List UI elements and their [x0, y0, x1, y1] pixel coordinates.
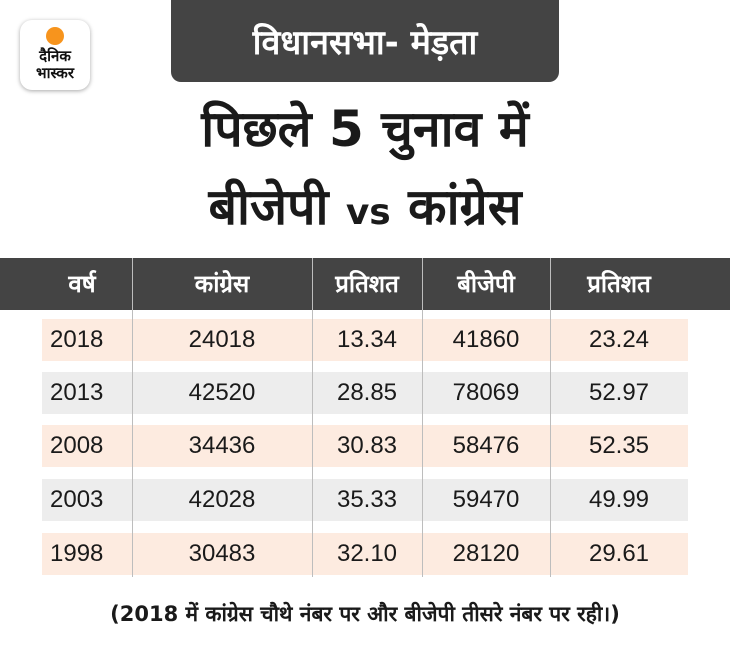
- column-divider: [312, 258, 313, 577]
- cell-year: 2013: [50, 379, 104, 406]
- header-congress: कांग्रेस: [194, 270, 250, 298]
- cell-congress-percent: 13.34: [336, 326, 398, 353]
- header-year: वर्ष: [68, 270, 96, 298]
- cell-congress-percent: 28.85: [336, 379, 398, 406]
- column-divider: [422, 258, 423, 577]
- cell-bjp-percent: 52.97: [588, 379, 650, 406]
- cell-bjp-votes: 78069: [452, 379, 520, 406]
- headline-congress: कांग्रेस: [408, 178, 522, 236]
- table-header: वर्ष कांग्रेस प्रतिशत बीजेपी प्रतिशत: [0, 258, 730, 310]
- cell-congress-percent: 35.33: [336, 486, 398, 513]
- header-congress-percent: प्रतिशत: [335, 270, 399, 298]
- table-row: 2018 24018 13.34 41860 23.24: [42, 319, 688, 361]
- cell-bjp-votes: 59470: [452, 486, 520, 513]
- headline-line1: पिछले 5 चुनाव में: [201, 100, 529, 158]
- logo-text-line2: भास्कर: [36, 64, 74, 82]
- table-row: 2008 34436 30.83 58476 52.35: [42, 425, 688, 467]
- sun-logo-icon: [46, 27, 64, 45]
- cell-congress-votes: 24018: [188, 326, 256, 353]
- headline-line2: बीजेपी vs कांग्रेस: [0, 172, 730, 248]
- cell-congress-votes: 42520: [188, 379, 256, 406]
- cell-bjp-percent: 23.24: [588, 326, 650, 353]
- logo-text-line1: दैनिक: [39, 47, 71, 65]
- headline-bjp: बीजेपी: [208, 178, 329, 236]
- column-divider: [132, 258, 133, 577]
- cell-bjp-percent: 52.35: [588, 432, 650, 459]
- header-bjp: बीजेपी: [457, 270, 515, 298]
- cell-congress-votes: 30483: [188, 540, 256, 567]
- cell-year: 1998: [50, 540, 104, 567]
- cell-year: 2008: [50, 432, 104, 459]
- dainik-bhaskar-logo: दैनिक भास्कर: [20, 20, 90, 90]
- cell-bjp-percent: 49.99: [588, 486, 650, 513]
- cell-congress-percent: 30.83: [336, 432, 398, 459]
- cell-year: 2003: [50, 486, 104, 513]
- table-row: 1998 30483 32.10 28120 29.61: [42, 533, 688, 575]
- headline-vs: vs: [345, 192, 391, 233]
- cell-bjp-percent: 29.61: [588, 540, 650, 567]
- header-bjp-percent: प्रतिशत: [587, 270, 651, 298]
- footnote: (2018 में कांग्रेस चौथे नंबर पर और बीजेप…: [110, 602, 620, 626]
- cell-congress-votes: 34436: [188, 432, 256, 459]
- cell-congress-votes: 42028: [188, 486, 256, 513]
- constituency-banner: विधानसभा- मेड़ता: [171, 0, 559, 82]
- column-divider: [550, 258, 551, 577]
- cell-bjp-votes: 28120: [452, 540, 520, 567]
- cell-bjp-votes: 58476: [452, 432, 520, 459]
- cell-bjp-votes: 41860: [452, 326, 520, 353]
- table-row: 2013 42520 28.85 78069 52.97: [42, 372, 688, 414]
- table-row: 2003 42028 35.33 59470 49.99: [42, 479, 688, 521]
- cell-congress-percent: 32.10: [336, 540, 398, 567]
- cell-year: 2018: [50, 326, 104, 353]
